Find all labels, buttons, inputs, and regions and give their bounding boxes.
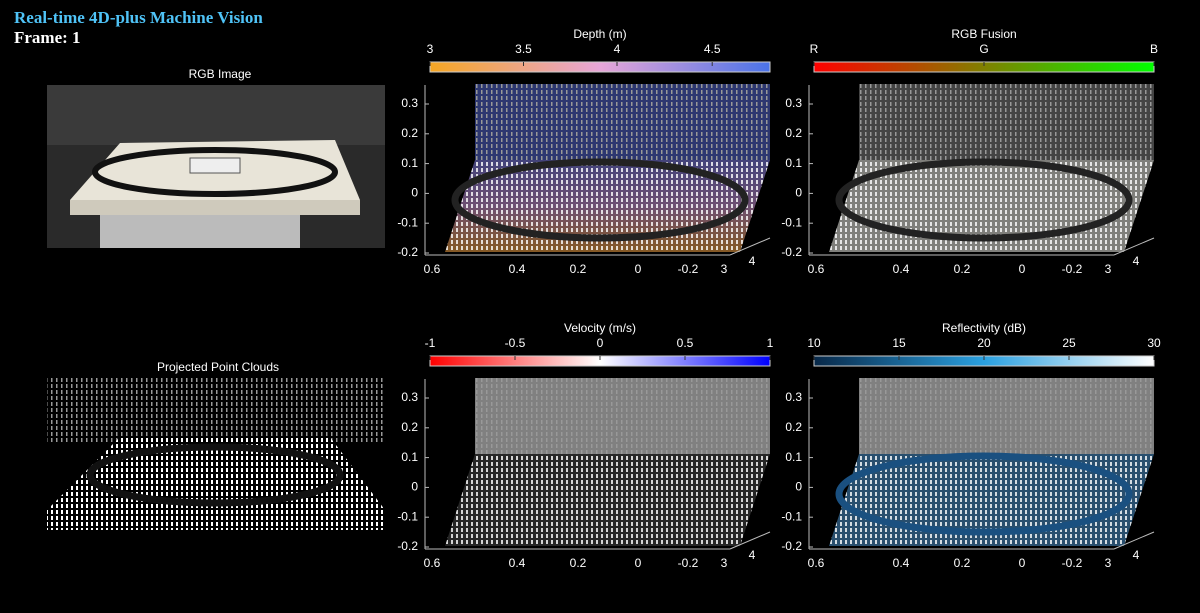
- x-tick-label: 0.6: [424, 556, 441, 570]
- x-tick-label: -0.2: [678, 262, 699, 276]
- colorbar-tick-label: 10: [807, 336, 821, 350]
- y-tick-label: 0.2: [785, 126, 802, 140]
- y-tick-label: -0.1: [781, 215, 802, 229]
- colorbar-tick-label: R: [810, 42, 819, 56]
- floor-points: [445, 454, 770, 546]
- colorbar-tick-label: 25: [1062, 336, 1076, 350]
- frame-label: Frame: 1: [14, 28, 81, 47]
- title: Real-time 4D-plus Machine Vision: [14, 8, 263, 27]
- z-tick-label: 3: [1105, 262, 1112, 276]
- x-tick-label: 0: [1019, 262, 1026, 276]
- y-tick-label: -0.2: [781, 245, 802, 259]
- x-tick-label: -0.2: [1062, 262, 1083, 276]
- y-tick-label: 0.2: [401, 126, 418, 140]
- colorbar-tick-label: 1: [767, 336, 774, 350]
- track-points: [451, 158, 749, 242]
- colorbar-tick-label: 4: [614, 42, 621, 56]
- y-tick-label: 0.3: [401, 96, 418, 110]
- y-tick-label: 0.3: [785, 390, 802, 404]
- colorbar-title: Depth (m): [573, 27, 626, 41]
- colorbar-tick-label: 3.5: [515, 42, 532, 56]
- y-tick-label: -0.2: [397, 539, 418, 553]
- colorbar-tick-label: 0: [597, 336, 604, 350]
- colorbar-tick-label: 15: [892, 336, 906, 350]
- x-tick-label: 0: [635, 556, 642, 570]
- colorbar-title: RGB Fusion: [951, 27, 1016, 41]
- back-wall-points: [475, 378, 770, 454]
- x-tick-label: 0.6: [424, 262, 441, 276]
- z-axis: [1113, 237, 1155, 256]
- z-axis: [729, 237, 771, 256]
- x-tick-label: 0.2: [954, 262, 971, 276]
- y-tick-label: 0: [795, 480, 802, 494]
- y-tick-label: 0.3: [401, 390, 418, 404]
- colorbar-tick-label: G: [979, 42, 988, 56]
- y-tick-label: 0.1: [401, 450, 418, 464]
- y-tick-label: 0: [411, 480, 418, 494]
- x-tick-label: 0.6: [808, 556, 825, 570]
- x-tick-label: 0.2: [570, 262, 587, 276]
- y-tick-label: -0.1: [397, 509, 418, 523]
- colorbar-tick-label: 30: [1147, 336, 1161, 350]
- back-wall-points: [475, 84, 770, 160]
- plot: Reflectivity (dB)10 15 20 25 300.30.20.10-0.…: [781, 321, 1161, 570]
- colorbar-tick-label: B: [1150, 42, 1158, 56]
- plot: Depth (m) 3 3.5 4 4.5 0.3 0.2 0.1 0 -0.1 -0.2 0.6 0.…: [397, 27, 771, 276]
- z-axis: [1113, 531, 1155, 550]
- plot: Velocity (m/s) -1 -0.5 0 0.5 1 0.3 0.2 0.1 0 -0.1 -…: [397, 321, 773, 570]
- y-tick-label: 0.2: [785, 420, 802, 434]
- x-tick-label: -0.2: [1062, 556, 1083, 570]
- colorbar-tick-label: 3: [427, 42, 434, 56]
- colorbar-title: Reflectivity (dB): [942, 321, 1026, 335]
- z-tick-label: 3: [721, 556, 728, 570]
- colorbar-tick-label: 0.5: [677, 336, 694, 350]
- y-tick-label: 0.3: [785, 96, 802, 110]
- x-tick-label: 0.4: [509, 556, 526, 570]
- z-tick-label: 3: [721, 262, 728, 276]
- x-tick-label: -0.2: [678, 556, 699, 570]
- x-tick-label: 0: [1019, 556, 1026, 570]
- y-tick-label: -0.1: [781, 509, 802, 523]
- y-tick-label: 0.2: [401, 420, 418, 434]
- back-wall-points: [859, 378, 1154, 454]
- track-points: [835, 158, 1133, 242]
- y-tick-label: 0.1: [401, 156, 418, 170]
- colorbar: [429, 61, 771, 73]
- y-tick-label: 0.1: [785, 450, 802, 464]
- y-tick-label: 0.1: [785, 156, 802, 170]
- z-tick-label: 4: [749, 254, 756, 268]
- x-tick-label: 0.4: [893, 262, 910, 276]
- rgb-image: [47, 85, 385, 248]
- z-axis: [729, 531, 771, 550]
- image-title: Projected Point Clouds: [157, 360, 279, 374]
- colorbar-tick-label: -0.5: [505, 336, 526, 350]
- y-tick-label: 0: [795, 186, 802, 200]
- y-tick-label: 0: [411, 186, 418, 200]
- image-title: RGB Image: [189, 67, 252, 81]
- x-tick-label: 0.2: [570, 556, 587, 570]
- x-tick-label: 0.6: [808, 262, 825, 276]
- z-tick-label: 4: [1133, 254, 1140, 268]
- y-tick-label: -0.1: [397, 215, 418, 229]
- x-tick-label: 0: [635, 262, 642, 276]
- colorbar-tick-label: 4.5: [704, 42, 721, 56]
- y-tick-label: -0.2: [397, 245, 418, 259]
- y-tick-label: -0.2: [781, 539, 802, 553]
- z-tick-label: 3: [1105, 556, 1112, 570]
- track-points: [835, 452, 1133, 536]
- z-tick-label: 4: [1133, 548, 1140, 562]
- z-tick-label: 4: [749, 548, 756, 562]
- colorbar-title: Velocity (m/s): [564, 321, 636, 335]
- colorbar-tick-label: -1: [425, 336, 436, 350]
- plot: RGB Fusion R G B 0.3 0.2 0.1 0 -0.1 -0.2 0.6 0.4 0.2…: [781, 27, 1158, 276]
- x-tick-label: 0.4: [509, 262, 526, 276]
- x-tick-label: 0.4: [893, 556, 910, 570]
- x-tick-label: 0.2: [954, 556, 971, 570]
- back-wall-points: [859, 84, 1154, 160]
- projected-point-cloud: [47, 378, 385, 540]
- colorbar-tick-label: 20: [977, 336, 991, 350]
